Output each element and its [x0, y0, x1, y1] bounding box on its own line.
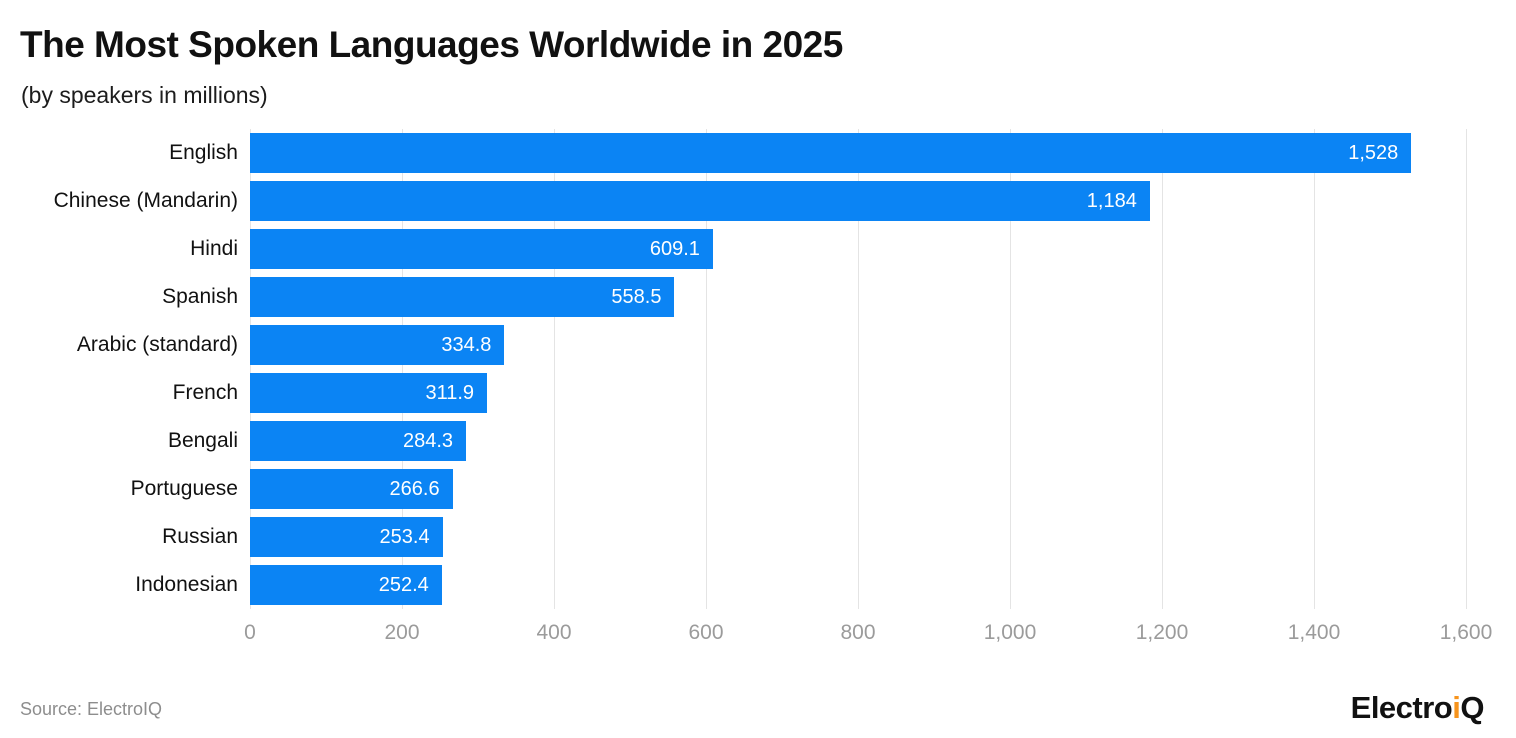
- gridline: [858, 129, 859, 609]
- x-tick-label: 800: [840, 621, 876, 644]
- bar-track: 1,184: [250, 181, 1466, 221]
- chart-row: Bengali 284.3: [0, 417, 1516, 465]
- chart-row: English 1,528: [0, 129, 1516, 177]
- bar-track: 266.6: [250, 469, 1466, 509]
- x-tick-label: 600: [688, 621, 724, 644]
- x-tick-label: 200: [384, 621, 420, 644]
- x-tick-label: 1,600: [1439, 621, 1493, 644]
- bar-chart: English 1,528 Chinese (Mandarin) 1,184 Hindi…: [0, 129, 1516, 655]
- logo-prefix: Electro: [1350, 690, 1453, 725]
- chart-row: Indonesian 252.4: [0, 561, 1516, 609]
- bar: 266.6: [250, 469, 453, 509]
- value-label: 311.9: [425, 382, 475, 404]
- value-label: 266.6: [389, 478, 440, 500]
- chart-row: Hindi 609.1: [0, 225, 1516, 273]
- category-label: Portuguese: [130, 477, 238, 500]
- category-label: Chinese (Mandarin): [53, 189, 238, 212]
- x-tick-label: 400: [536, 621, 572, 644]
- category-label: Russian: [162, 525, 238, 548]
- value-label: 253.4: [379, 526, 430, 548]
- value-label: 1,184: [1086, 190, 1137, 212]
- gridline: [1466, 129, 1467, 609]
- value-label: 609.1: [649, 238, 700, 260]
- chart-row: French 311.9: [0, 369, 1516, 417]
- x-axis: 0 200 400 600 800 1,000 1,200 1,400 1,600: [244, 609, 1492, 655]
- category-label: Arabic (standard): [76, 333, 238, 356]
- gridline: [402, 129, 403, 609]
- gridline: [1162, 129, 1163, 609]
- gridline: [1314, 129, 1315, 609]
- bar-track: 253.4: [250, 517, 1466, 557]
- bar: 253.4: [250, 517, 443, 557]
- x-tick-label: 1,000: [983, 621, 1037, 644]
- page-title: The Most Spoken Languages Worldwide in 2…: [20, 24, 843, 65]
- logo-accent: i: [1452, 690, 1461, 725]
- category-label: Bengali: [167, 429, 238, 452]
- bar-track: 252.4: [250, 565, 1466, 605]
- chart-row: Spanish 558.5: [0, 273, 1516, 321]
- bar: 1,528: [250, 133, 1412, 173]
- chart-row: Russian 253.4: [0, 513, 1516, 561]
- value-label: 284.3: [403, 430, 454, 452]
- brand-logo: ElectroiQ: [1350, 690, 1485, 726]
- bar: 1,184: [250, 181, 1150, 221]
- gridlines: [250, 129, 1467, 609]
- bar-track: 558.5: [250, 277, 1466, 317]
- value-label: 1,528: [1348, 142, 1399, 164]
- value-label: 558.5: [611, 286, 662, 308]
- bar: 284.3: [250, 421, 467, 461]
- bar-track: 334.8: [250, 325, 1466, 365]
- value-label: 252.4: [378, 574, 429, 596]
- source-note: Source: ElectroIQ: [20, 699, 163, 719]
- bar-track: 609.1: [250, 229, 1466, 269]
- x-tick-label: 1,200: [1135, 621, 1189, 644]
- x-tick-label: 0: [244, 621, 256, 644]
- value-label: 334.8: [441, 334, 492, 356]
- category-label: Indonesian: [135, 573, 238, 596]
- category-label: Hindi: [190, 237, 238, 260]
- category-label: French: [172, 381, 238, 404]
- gridline: [554, 129, 555, 609]
- gridline: [1010, 129, 1011, 609]
- bar: 609.1: [250, 229, 713, 269]
- logo-suffix: Q: [1460, 690, 1484, 725]
- bar-track: 284.3: [250, 421, 1466, 461]
- bar-track: 311.9: [250, 373, 1466, 413]
- bar: 558.5: [250, 277, 675, 317]
- category-label: Spanish: [162, 285, 238, 308]
- page-subtitle: (by speakers in millions): [21, 82, 268, 108]
- bar-track: 1,528: [250, 133, 1466, 173]
- bar-rows: English 1,528 Chinese (Mandarin) 1,184 Hindi…: [0, 129, 1516, 609]
- plot-area: English 1,528 Chinese (Mandarin) 1,184 Hindi…: [0, 129, 1516, 609]
- chart-row: Arabic (standard) 334.8: [0, 321, 1516, 369]
- category-label: English: [169, 141, 238, 164]
- chart-row: Chinese (Mandarin) 1,184: [0, 177, 1516, 225]
- gridline: [250, 129, 251, 609]
- chart-row: Portuguese 266.6: [0, 465, 1516, 513]
- x-tick-label: 1,400: [1287, 621, 1341, 644]
- bar: 311.9: [250, 373, 488, 413]
- bar: 252.4: [250, 565, 442, 605]
- gridline: [706, 129, 707, 609]
- bar: 334.8: [250, 325, 505, 365]
